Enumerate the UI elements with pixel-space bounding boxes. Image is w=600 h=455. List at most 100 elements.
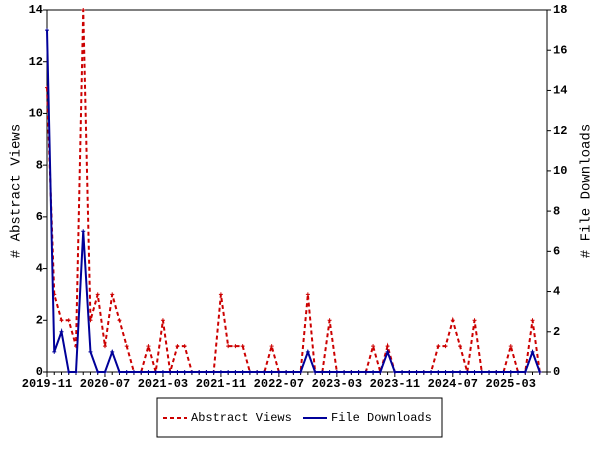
point-marker: [226, 370, 231, 374]
point-marker: [81, 229, 86, 234]
point-marker: [400, 370, 405, 374]
point-marker: [530, 318, 535, 323]
point-marker: [479, 370, 484, 374]
point-marker: [233, 370, 238, 374]
y-tick-label: 10: [29, 107, 43, 121]
point-marker: [508, 344, 513, 349]
point-marker: [276, 370, 281, 374]
y2-tick-label: 0: [553, 365, 560, 379]
point-marker: [320, 370, 325, 374]
point-marker: [73, 370, 78, 374]
point-marker: [421, 370, 426, 374]
point-marker: [59, 318, 64, 323]
point-marker: [443, 344, 448, 349]
point-marker: [146, 344, 151, 349]
point-marker: [197, 370, 202, 374]
point-marker: [385, 349, 390, 354]
point-marker: [211, 370, 216, 374]
point-marker: [516, 370, 521, 374]
point-marker: [429, 370, 434, 374]
point-marker: [414, 370, 419, 374]
point-marker: [81, 8, 86, 12]
point-marker: [102, 370, 107, 374]
point-marker: [66, 370, 71, 374]
y2-tick-label: 4: [553, 285, 560, 299]
x-tick-label: 2021-11: [196, 377, 246, 391]
point-marker: [233, 344, 238, 349]
point-marker: [218, 292, 223, 297]
point-marker: [356, 370, 361, 374]
point-marker: [117, 370, 122, 374]
point-marker: [472, 318, 477, 323]
point-marker: [305, 349, 310, 354]
point-marker: [88, 349, 93, 354]
point-marker: [385, 344, 390, 349]
point-marker: [52, 349, 57, 354]
point-marker: [407, 370, 412, 374]
x-tick-label: 2025-03: [486, 377, 536, 391]
point-marker: [501, 370, 506, 374]
series-line: [46, 9, 541, 376]
point-marker: [160, 318, 165, 323]
point-marker: [182, 370, 187, 374]
point-marker: [494, 370, 499, 374]
point-marker: [45, 28, 49, 33]
point-marker: [168, 370, 173, 374]
point-marker: [66, 318, 71, 323]
point-marker: [102, 344, 107, 349]
point-marker: [305, 292, 310, 297]
legend-label: Abstract Views: [191, 411, 292, 425]
x-tick-label: 2020-07: [80, 377, 130, 391]
point-marker: [371, 370, 376, 374]
y-tick-label: 14: [29, 3, 43, 17]
point-marker: [146, 370, 151, 374]
point-marker: [240, 344, 245, 349]
x-tick-label: 2022-07: [254, 377, 304, 391]
y-tick-label: 8: [36, 158, 43, 172]
point-marker: [95, 370, 100, 374]
y2-tick-label: 2: [553, 325, 560, 339]
x-tick-label: 2023-11: [370, 377, 420, 391]
legend: [156, 397, 443, 438]
point-marker: [458, 344, 463, 349]
y2-tick-label: 6: [553, 245, 560, 259]
point-marker: [262, 370, 267, 374]
y-tick-label: 6: [36, 210, 43, 224]
point-marker: [436, 344, 441, 349]
point-marker: [450, 318, 455, 323]
point-marker: [342, 370, 347, 374]
x-tick-label: 2021-03: [138, 377, 188, 391]
point-marker: [298, 370, 303, 374]
x-tick-label: 2023-03: [312, 377, 362, 391]
point-marker: [487, 370, 492, 374]
point-marker: [327, 370, 332, 374]
point-marker: [327, 318, 332, 323]
point-marker: [523, 370, 528, 374]
point-marker: [59, 329, 64, 334]
y-tick-label: 12: [29, 55, 43, 69]
point-marker: [334, 370, 339, 374]
point-marker: [189, 370, 194, 374]
y2-tick-label: 18: [553, 3, 567, 17]
point-marker: [131, 370, 136, 374]
y2-tick-label: 16: [553, 43, 567, 57]
y-tick-label: 0: [36, 365, 43, 379]
y-tick-label: 2: [36, 313, 43, 327]
point-marker: [175, 344, 180, 349]
point-marker: [247, 370, 252, 374]
point-marker: [95, 292, 100, 297]
point-marker: [204, 370, 209, 374]
point-marker: [240, 370, 245, 374]
point-marker: [218, 370, 223, 374]
x-tick-label: 2024-07: [428, 377, 478, 391]
legend-label: File Downloads: [331, 411, 432, 425]
point-marker: [349, 370, 354, 374]
y2-tick-label: 8: [553, 204, 560, 218]
point-marker: [436, 370, 441, 374]
point-marker: [255, 370, 260, 374]
point-marker: [530, 349, 535, 354]
point-marker: [110, 292, 115, 297]
point-marker: [472, 370, 477, 374]
point-marker: [284, 370, 289, 374]
